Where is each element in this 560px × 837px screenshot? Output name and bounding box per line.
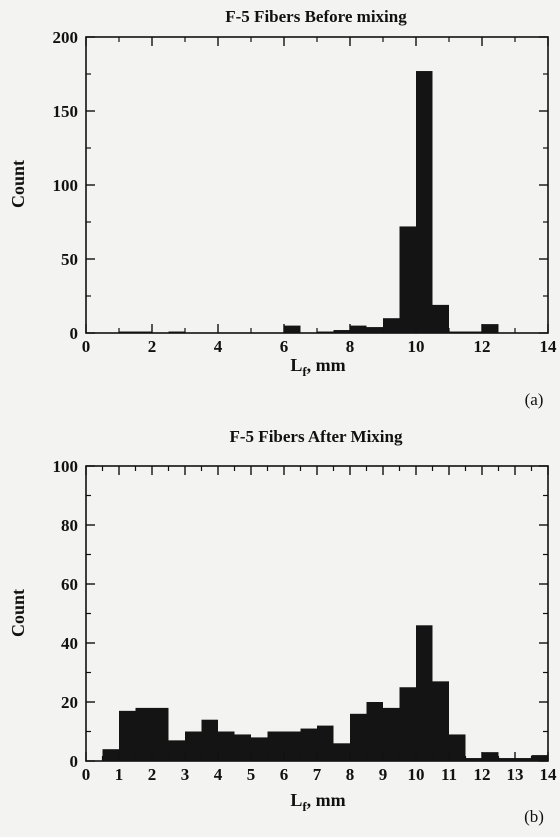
chart-a-ytick-label-3: 150 xyxy=(53,102,79,121)
chart-a-frame xyxy=(85,36,549,334)
chart-b-bar-7 xyxy=(218,731,235,761)
chart-b-bar-11 xyxy=(284,731,301,761)
chart-b-xlabel-sep: , xyxy=(307,790,316,810)
chart-a-bar-8 xyxy=(383,318,400,333)
chart-b-xlabel: Lf, mm xyxy=(290,790,345,814)
chart-b-ytick-label-4: 80 xyxy=(61,516,78,535)
chart-a-xtick-label-1: 2 xyxy=(148,337,157,356)
chart-b-bar-22 xyxy=(465,758,482,761)
chart-a-ytick-label-4: 200 xyxy=(53,28,79,47)
chart-a-ytick-label-1: 50 xyxy=(61,250,78,269)
chart-a-xtick-label-2: 4 xyxy=(214,337,223,356)
chart-b-xtick-label-13: 13 xyxy=(507,765,524,784)
chart-b-ytick-label-2: 40 xyxy=(61,634,78,653)
chart-b-xtick-label-4: 4 xyxy=(214,765,223,784)
chart-b-bar-21 xyxy=(449,734,466,761)
chart-b-bar-1 xyxy=(119,710,136,761)
chart-b-bar-13 xyxy=(317,725,334,761)
chart-a-xtick-label-6: 12 xyxy=(474,337,491,356)
chart-b-bar-2 xyxy=(135,707,152,761)
chart-b-bar-10 xyxy=(267,731,284,761)
chart-b-xtick-label-3: 3 xyxy=(181,765,190,784)
chart-b-panel-tag: (b) xyxy=(524,807,544,826)
chart-b-xtick-label-14: 14 xyxy=(540,765,558,784)
chart-b-bar-16 xyxy=(366,702,383,761)
chart-a-bar-9 xyxy=(399,226,416,333)
chart-a-bar-3 xyxy=(284,325,301,333)
chart-b-xtick-label-2: 2 xyxy=(148,765,157,784)
chart-a-bar-14 xyxy=(482,324,499,333)
chart-a-xtick-label-0: 0 xyxy=(82,337,91,356)
chart-a-bar-7 xyxy=(366,327,383,333)
chart-a-bar-6 xyxy=(350,325,367,333)
chart-a-bar-11 xyxy=(432,304,449,333)
chart-a-bar-5 xyxy=(333,330,350,333)
chart-b-bar-14 xyxy=(333,743,350,761)
chart-a-xlabel-symbol: L xyxy=(290,355,302,375)
chart-b-bar-6 xyxy=(201,719,218,761)
chart-a-ytick-label-2: 100 xyxy=(53,176,79,195)
chart-b-bar-24 xyxy=(498,758,515,761)
chart-b-bar-20 xyxy=(432,681,449,761)
chart-a-bar-10 xyxy=(416,71,433,333)
chart-b-xtick-label-11: 11 xyxy=(441,765,457,784)
chart-b-ytick-label-0: 0 xyxy=(70,752,79,771)
chart-b-xtick-label-12: 12 xyxy=(474,765,491,784)
chart-b-bar-26 xyxy=(531,755,548,761)
chart-b-ytick-label-1: 20 xyxy=(61,693,78,712)
chart-b-xlabel-symbol: L xyxy=(290,790,302,810)
chart-b-bar-25 xyxy=(515,758,532,761)
chart-a-xtick-label-5: 10 xyxy=(408,337,425,356)
chart-a-title: F-5 Fibers Before mixing xyxy=(225,7,407,26)
chart-a-xtick-label-4: 8 xyxy=(346,337,355,356)
chart-b-bar-4 xyxy=(168,740,185,761)
chart-b-xlabel-subscript: f xyxy=(302,799,307,814)
chart-b-xtick-label-5: 5 xyxy=(247,765,256,784)
chart-a-xtick-label-3: 6 xyxy=(280,337,289,356)
chart-a-marks: 0 2 4 6 8 10 12 14 0 50 100 150 200 xyxy=(53,28,558,356)
chart-b-bar-18 xyxy=(399,687,416,761)
chart-b-bar-5 xyxy=(185,731,202,761)
chart-a-ylabel: Count xyxy=(8,160,28,208)
chart-b-xlabel-unit: mm xyxy=(316,790,346,810)
chart-b-xtick-label-8: 8 xyxy=(346,765,355,784)
chart-b-bar-3 xyxy=(152,707,169,761)
chart-b: F-5 Fibers After Mixing Count Lf, mm (b)… xyxy=(8,427,557,826)
chart-b-xtick-label-1: 1 xyxy=(115,765,124,784)
chart-a-xlabel: Lf, mm xyxy=(290,355,345,379)
chart-b-xtick-label-6: 6 xyxy=(280,765,289,784)
chart-b-title: F-5 Fibers After Mixing xyxy=(230,427,403,446)
chart-a-xlabel-subscript: f xyxy=(302,364,307,379)
chart-b-bar-12 xyxy=(300,728,317,761)
chart-a: F-5 Fibers Before mixing Count Lf, mm (a… xyxy=(8,7,557,409)
chart-b-bar-17 xyxy=(383,707,400,761)
chart-a-panel-tag: (a) xyxy=(525,390,544,409)
chart-b-xtick-label-7: 7 xyxy=(313,765,322,784)
chart-a-xlabel-unit: mm xyxy=(316,355,346,375)
chart-b-ylabel: Count xyxy=(8,589,28,637)
chart-b-ytick-label-3: 60 xyxy=(61,575,78,594)
chart-b-bar-9 xyxy=(251,737,268,761)
chart-b-xtick-label-10: 10 xyxy=(408,765,425,784)
chart-b-bar-8 xyxy=(234,734,251,761)
chart-b-bar-19 xyxy=(416,625,433,761)
chart-b-bar-15 xyxy=(350,713,367,761)
chart-a-ytick-label-0: 0 xyxy=(70,324,79,343)
chart-b-xtick-label-0: 0 xyxy=(82,765,91,784)
chart-a-xlabel-sep: , xyxy=(307,355,316,375)
chart-a-xtick-label-7: 14 xyxy=(540,337,558,356)
chart-b-xtick-label-9: 9 xyxy=(379,765,388,784)
chart-b-bar-23 xyxy=(482,752,499,761)
chart-b-ytick-label-5: 100 xyxy=(53,457,79,476)
chart-b-bar-0 xyxy=(102,749,119,761)
